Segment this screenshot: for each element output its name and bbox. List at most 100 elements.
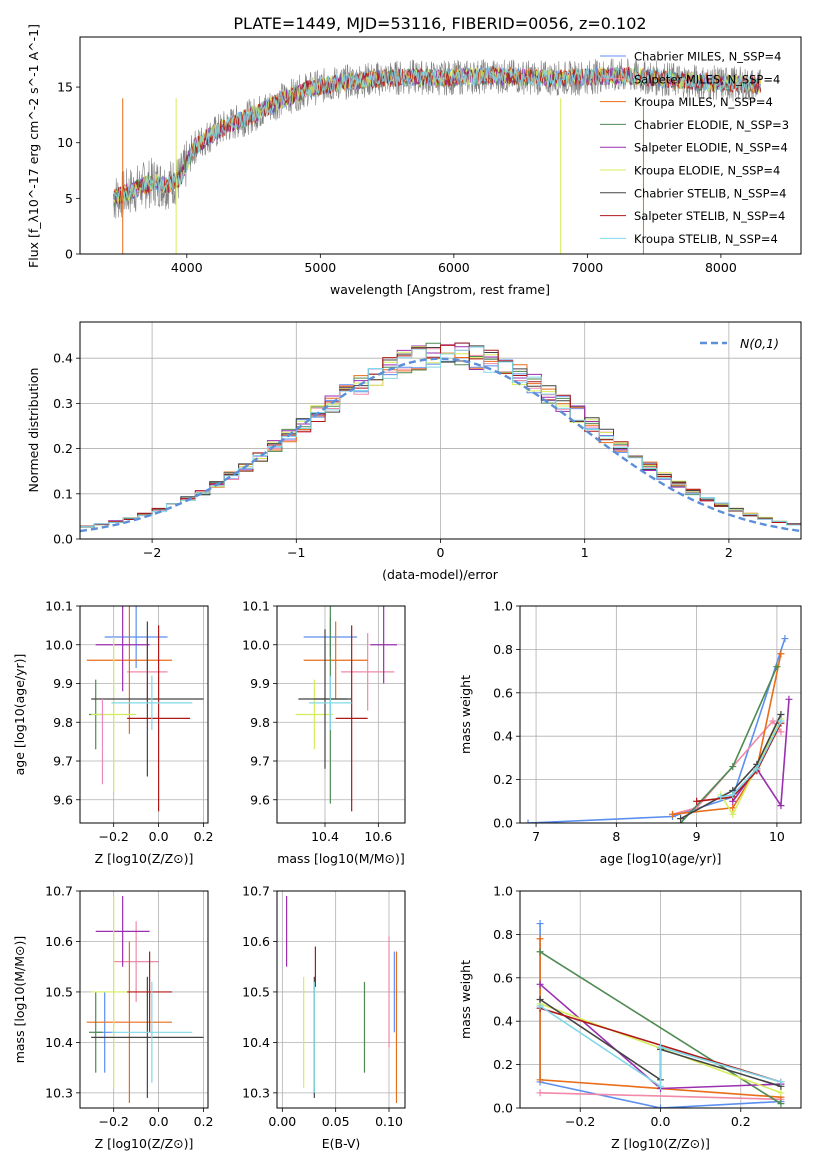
weight-series-line <box>680 714 782 820</box>
y-tick-label: 9.9 <box>250 676 270 691</box>
weight-point-marker <box>785 695 793 703</box>
y-tick-label: 10.6 <box>45 934 73 949</box>
weight-point-marker <box>657 1104 664 1108</box>
y-tick-label: 10.1 <box>242 599 270 614</box>
weight-point-marker <box>769 717 777 725</box>
mass-vs-extinction-panel: 0.00 0.05 0.10 10.3 10.4 10.5 10.6 10.7 E(B-V) <box>242 884 406 1151</box>
weight-point-marker <box>729 791 737 799</box>
y-tick-label: 10.5 <box>45 984 73 999</box>
axes-frame <box>79 605 209 824</box>
plot-area <box>86 606 204 812</box>
x-tick-label: 0.0 <box>651 1114 671 1129</box>
weight-series-line <box>540 1092 781 1101</box>
y-tick-label: 10.0 <box>242 637 270 652</box>
weight-vs-metallicity-panel: −0.2 0.0 0.2 0.0 0.2 0.4 0.6 0.8 1.0 Z [log10(Z/Z… <box>458 884 802 1151</box>
y-tick-label: 0.2 <box>493 1057 513 1072</box>
weight-point-marker <box>536 1002 544 1010</box>
x-tick-label: 10 <box>769 829 785 844</box>
y-tick-label: 0.3 <box>53 396 73 411</box>
legend-label: Kroupa STELIB, N_SSP=4 <box>634 232 778 246</box>
weight-vs-age-panel: 7 8 9 10 0.0 0.2 0.4 0.6 0.8 1.0 age [log10(age/yr… <box>458 599 802 866</box>
residuals-panel: −2 −1 0 1 2 0.0 0.1 0.2 0.3 0.4 N(0,1) (data-model)… <box>26 321 802 582</box>
weight-point-marker <box>777 1089 785 1097</box>
normal-curve-line <box>80 357 801 533</box>
y-tick-label: 0.0 <box>493 816 513 831</box>
weight-point-marker <box>677 815 685 823</box>
y-tick-label: 9.9 <box>53 676 73 691</box>
weight-point-marker <box>777 717 785 725</box>
x-axis-label: age [log10(age/yr)] <box>600 851 722 866</box>
x-axis-label: (data-model)/error <box>382 567 499 582</box>
y-tick-label: 10.4 <box>242 1035 270 1050</box>
y-tick-label: 1.0 <box>493 884 513 899</box>
x-tick-label: −0.2 <box>99 1114 129 1129</box>
y-tick-label: 10.4 <box>45 1035 73 1050</box>
y-tick-label: 0.4 <box>53 351 73 366</box>
x-tick-label: 10.6 <box>364 829 392 844</box>
figure-title: PLATE=1449, MJD=53116, FIBERID=0056, z=0… <box>233 14 646 33</box>
legend-label: Kroupa ELODIE, N_SSP=4 <box>634 164 780 178</box>
weight-point-marker <box>777 1100 785 1108</box>
x-tick-label: −0.2 <box>565 1114 595 1129</box>
x-tick-label: 8 <box>612 829 620 844</box>
weight-point-marker <box>777 1078 785 1086</box>
y-tick-label: 5 <box>65 191 73 206</box>
x-tick-label: 0.10 <box>375 1114 403 1129</box>
y-tick-label: 0.8 <box>493 927 513 942</box>
x-tick-label: 4000 <box>171 260 203 275</box>
plot-area <box>112 58 762 254</box>
x-tick-label: 0.0 <box>149 829 169 844</box>
y-axis-label: age [log10(age/yr)] <box>12 654 27 776</box>
y-tick-label: 0 <box>65 247 73 262</box>
plot-area <box>524 635 793 823</box>
weight-point-marker <box>753 765 761 773</box>
y-axis-label: mass [log10(M/M⊙)] <box>12 936 27 1064</box>
axes-frame <box>276 890 406 1109</box>
y-axis-label: mass weight <box>458 675 473 754</box>
weight-point-marker <box>729 763 737 771</box>
weight-point-marker <box>657 1043 664 1051</box>
legend-label: Chabrier ELODIE, N_SSP=3 <box>634 118 789 132</box>
x-tick-label: 0.0 <box>149 1114 169 1129</box>
y-tick-label: 10.3 <box>242 1085 270 1100</box>
weight-point-marker <box>536 1089 544 1097</box>
y-tick-label: 0.4 <box>493 729 513 744</box>
weight-series-line <box>527 638 786 823</box>
weight-series-line <box>720 718 782 816</box>
x-tick-label: 5000 <box>304 260 336 275</box>
legend-label: Kroupa MILES, N_SSP=4 <box>634 95 773 109</box>
y-tick-label: 0.4 <box>493 1014 513 1029</box>
y-tick-label: 0.6 <box>493 970 513 985</box>
y-tick-label: 9.6 <box>53 792 73 807</box>
y-tick-label: 9.8 <box>53 715 73 730</box>
x-axis-label: mass [log10(M/M⊙)] <box>277 851 405 866</box>
y-tick-label: 0.0 <box>493 1101 513 1116</box>
y-tick-label: 0.2 <box>53 441 73 456</box>
x-tick-label: −2 <box>143 545 161 560</box>
histogram-step-line <box>80 346 801 527</box>
legend-label: Salpeter MILES, N_SSP=4 <box>634 72 780 86</box>
histogram-step-line <box>80 342 801 527</box>
weight-point-marker <box>781 635 789 643</box>
y-tick-label: 9.6 <box>250 792 270 807</box>
axes-frame <box>79 36 802 255</box>
x-tick-label: 8000 <box>705 260 737 275</box>
x-tick-label: 0.2 <box>194 1114 214 1129</box>
y-tick-label: 0.1 <box>53 486 73 501</box>
weight-point-marker <box>693 797 701 805</box>
weight-point-marker <box>669 810 677 818</box>
y-tick-label: 10.7 <box>242 884 270 899</box>
weight-point-marker <box>729 810 737 818</box>
y-tick-label: 9.7 <box>53 754 73 769</box>
y-axis-label: Flux [f_λ10^-17 erg cm^-2 s^-1 A^-1] <box>26 24 41 268</box>
axes-frame <box>519 890 802 1109</box>
x-tick-label: 7 <box>532 829 540 844</box>
weight-point-marker <box>536 935 544 943</box>
y-tick-label: 10.3 <box>45 1085 73 1100</box>
weight-point-marker <box>536 948 544 956</box>
x-tick-label: 0.00 <box>268 1114 296 1129</box>
weight-series-line <box>720 720 782 798</box>
legend-label: Salpeter ELODIE, N_SSP=4 <box>634 141 788 155</box>
y-tick-label: 15 <box>57 80 73 95</box>
